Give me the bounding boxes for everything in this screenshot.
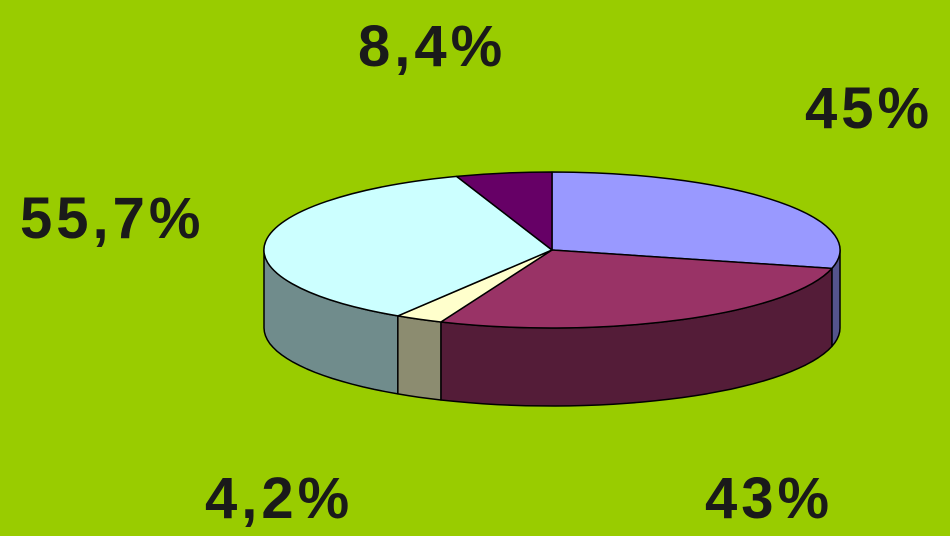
pie-slice-1	[440, 249, 833, 329]
pie-slice-4	[455, 171, 553, 251]
slice-label-55-7: 55,7%	[20, 186, 205, 251]
slice-label-43: 43%	[705, 466, 834, 531]
pie-slice-3	[263, 175, 553, 317]
slice-label-45: 45%	[805, 76, 934, 141]
pie-slice-0	[551, 171, 841, 270]
pie-side-2	[397, 315, 442, 401]
slice-label-4-2: 4,2%	[205, 466, 354, 531]
pie-top	[263, 171, 841, 329]
slice-label-8-4: 8,4%	[358, 14, 507, 79]
pie-sides	[263, 249, 841, 407]
